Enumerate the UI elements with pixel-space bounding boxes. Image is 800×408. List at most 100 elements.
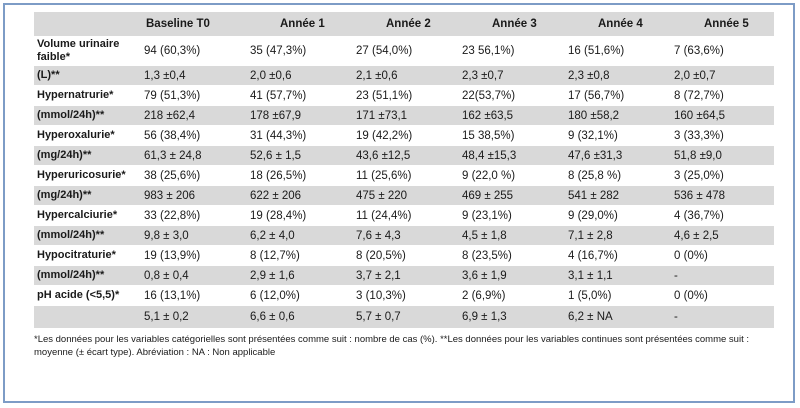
table-row: (mmol/24h)** 218 ±62,4 178 ±67,9 171 ±73,1 1… xyxy=(34,106,774,125)
header-cell-year-5: Année 5 xyxy=(668,12,774,36)
table-cell: 3,7 ± 2,1 xyxy=(350,266,456,285)
table-cell: 3 (25,0%) xyxy=(668,166,774,185)
row-label: Hypernatrurie* xyxy=(34,86,138,105)
table-cell: 3,6 ± 1,9 xyxy=(456,266,562,285)
table-cell: 1 (5,0%) xyxy=(562,286,668,305)
table-cell: 218 ±62,4 xyxy=(138,106,244,125)
table-cell: 160 ±64,5 xyxy=(668,106,774,125)
table-cell: 469 ± 255 xyxy=(456,186,562,205)
table-cell: 5,1 ± 0,2 xyxy=(138,306,244,328)
table-cell: 5,7 ± 0,7 xyxy=(350,306,456,328)
table-cell: 2,3 ±0,8 xyxy=(562,66,668,85)
row-label: (mmol/24h)** xyxy=(34,226,138,245)
table-cell: 19 (42,2%) xyxy=(350,126,456,145)
table-cell: 9 (29,0%) xyxy=(562,206,668,225)
table-row: (mg/24h)** 61,3 ± 24,8 52,6 ± 1,5 43,6 ±12,… xyxy=(34,146,774,165)
table-cell: 475 ± 220 xyxy=(350,186,456,205)
table-cell: 0 (0%) xyxy=(668,286,774,305)
row-label: Hyperuricosurie* xyxy=(34,166,138,185)
row-label: (mmol/24h)** xyxy=(34,106,138,125)
table-cell: 0 (0%) xyxy=(668,246,774,265)
table-cell: 536 ± 478 xyxy=(668,186,774,205)
table-row: Hypercalciurie* 33 (22,8%) 19 (28,4%) 11 (2… xyxy=(34,206,774,225)
table-row: Hypernatrurie* 79 (51,3%) 41 (57,7%) 23 (51… xyxy=(34,86,774,105)
table-cell: 4 (16,7%) xyxy=(562,246,668,265)
table-cell: 38 (25,6%) xyxy=(138,166,244,185)
table-cell: 8 (23,5%) xyxy=(456,246,562,265)
row-label: Hypercalciurie* xyxy=(34,206,138,225)
table-cell: 17 (56,7%) xyxy=(562,86,668,105)
table-cell: 3 (10,3%) xyxy=(350,286,456,305)
table-body: Volume urinaire faible* 94 (60,3%) 35 (47,… xyxy=(34,37,774,328)
table-cell: 51,8 ±9,0 xyxy=(668,146,774,165)
table-cell: 27 (54,0%) xyxy=(350,37,456,65)
table-cell: 43,6 ±12,5 xyxy=(350,146,456,165)
row-label: Hypocitraturie* xyxy=(34,246,138,265)
table-row: (L)** 1,3 ±0,4 2,0 ±0,6 2,1 ±0,6 2,3 ±0,7 2,3… xyxy=(34,66,774,85)
table-cell: 61,3 ± 24,8 xyxy=(138,146,244,165)
table-cell: 180 ±58,2 xyxy=(562,106,668,125)
table-cell: 8 (72,7%) xyxy=(668,86,774,105)
table-cell: 23 (51,1%) xyxy=(350,86,456,105)
header-cell-year-2: Année 2 xyxy=(350,12,456,36)
table-cell: 178 ±67,9 xyxy=(244,106,350,125)
table-cell: 18 (26,5%) xyxy=(244,166,350,185)
table-cell: 9 (32,1%) xyxy=(562,126,668,145)
table-cell: 9 (22,0 %) xyxy=(456,166,562,185)
table-cell: 622 ± 206 xyxy=(244,186,350,205)
table-cell: 1,3 ±0,4 xyxy=(138,66,244,85)
table-cell: - xyxy=(668,306,774,328)
table-cell: 31 (44,3%) xyxy=(244,126,350,145)
table-cell: 162 ±63,5 xyxy=(456,106,562,125)
table-cell: 2 (6,9%) xyxy=(456,286,562,305)
table-row: (mmol/24h)** 0,8 ± 0,4 2,9 ± 1,6 3,7 ± 2,1 3… xyxy=(34,266,774,285)
table-cell: 6 (12,0%) xyxy=(244,286,350,305)
table-cell: 94 (60,3%) xyxy=(138,37,244,65)
row-label: (mmol/24h)** xyxy=(34,266,138,285)
table-cell: 2,1 ±0,6 xyxy=(350,66,456,85)
header-row: Baseline T0 Année 1 Année 2 Année 3 Anné… xyxy=(34,12,774,36)
table-cell: 3,1 ± 1,1 xyxy=(562,266,668,285)
table-cell: 2,0 ±0,6 xyxy=(244,66,350,85)
table-cell: 6,2 ± NA xyxy=(562,306,668,328)
table-cell: 6,2 ± 4,0 xyxy=(244,226,350,245)
table-cell: 15 38,5%) xyxy=(456,126,562,145)
table-cell: 22(53,7%) xyxy=(456,86,562,105)
row-label xyxy=(34,306,138,328)
row-label: (mg/24h)** xyxy=(34,146,138,165)
table-cell: - xyxy=(668,266,774,285)
table-cell: 47,6 ±31,3 xyxy=(562,146,668,165)
table-cell: 7,1 ± 2,8 xyxy=(562,226,668,245)
table-row: (mg/24h)** 983 ± 206 622 ± 206 475 ± 220 469… xyxy=(34,186,774,205)
table-cell: 11 (24,4%) xyxy=(350,206,456,225)
table-cell: 41 (57,7%) xyxy=(244,86,350,105)
table-container: Baseline T0 Année 1 Année 2 Année 3 Anné… xyxy=(34,11,774,359)
table-cell: 16 (13,1%) xyxy=(138,286,244,305)
table-row: Hypocitraturie* 19 (13,9%) 8 (12,7%) 8 (20,… xyxy=(34,246,774,265)
table-cell: 48,4 ±15,3 xyxy=(456,146,562,165)
table-row: Volume urinaire faible* 94 (60,3%) 35 (47,… xyxy=(34,37,774,65)
table-row: Hyperoxalurie* 56 (38,4%) 31 (44,3%) 19 (42… xyxy=(34,126,774,145)
header-cell-year-1: Année 1 xyxy=(244,12,350,36)
header-cell-year-4: Année 4 xyxy=(562,12,668,36)
table-cell: 16 (51,6%) xyxy=(562,37,668,65)
header-cell-label xyxy=(34,12,138,36)
header-cell-baseline: Baseline T0 xyxy=(138,12,244,36)
table-cell: 7,6 ± 4,3 xyxy=(350,226,456,245)
table-cell: 56 (38,4%) xyxy=(138,126,244,145)
header-cell-year-3: Année 3 xyxy=(456,12,562,36)
table-cell: 7 (63,6%) xyxy=(668,37,774,65)
row-label: (L)** xyxy=(34,66,138,85)
table-row: Hyperuricosurie* 38 (25,6%) 18 (26,5%) 11 (… xyxy=(34,166,774,185)
row-label: Hyperoxalurie* xyxy=(34,126,138,145)
table-cell: 8 (20,5%) xyxy=(350,246,456,265)
table-cell: 35 (47,3%) xyxy=(244,37,350,65)
row-label: pH acide (<5,5)* xyxy=(34,286,138,305)
table-cell: 6,6 ± 0,6 xyxy=(244,306,350,328)
table-cell: 8 (25,8 %) xyxy=(562,166,668,185)
table-cell: 171 ±73,1 xyxy=(350,106,456,125)
table-cell: 0,8 ± 0,4 xyxy=(138,266,244,285)
table-cell: 3 (33,3%) xyxy=(668,126,774,145)
table-row: 5,1 ± 0,2 6,6 ± 0,6 5,7 ± 0,7 6,9 ± 1,3 6,2 … xyxy=(34,306,774,328)
table-cell: 11 (25,6%) xyxy=(350,166,456,185)
